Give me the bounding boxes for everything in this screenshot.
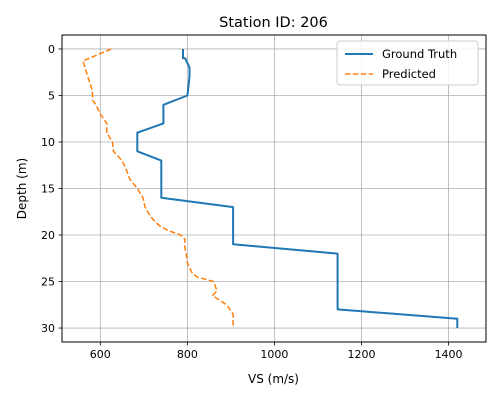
x-tick-label: 600 bbox=[90, 348, 111, 361]
grid bbox=[62, 35, 486, 342]
x-tick-label: 1000 bbox=[260, 348, 288, 361]
y-tick-label: 0 bbox=[48, 43, 55, 56]
y-tick-label: 30 bbox=[41, 322, 55, 335]
y-tick-label: 10 bbox=[41, 136, 55, 149]
x-tick-label: 1200 bbox=[347, 348, 375, 361]
x-axis-label: VS (m/s) bbox=[248, 372, 299, 386]
y-axis-label: Depth (m) bbox=[15, 158, 29, 219]
legend-label: Predicted bbox=[382, 67, 436, 81]
y-tick-label: 5 bbox=[48, 89, 55, 102]
x-tick-label: 1400 bbox=[435, 348, 463, 361]
x-axis-ticks: 600 800 1000 1200 1400 bbox=[90, 342, 463, 361]
y-tick-label: 15 bbox=[41, 183, 55, 196]
legend: Ground Truth Predicted bbox=[336, 40, 479, 86]
x-tick-label: 800 bbox=[177, 348, 198, 361]
chart-title: Station ID: 206 bbox=[219, 15, 328, 31]
y-axis-ticks: 0 5 10 15 20 25 30 bbox=[41, 43, 62, 335]
series-layer bbox=[82, 48, 459, 328]
legend-label: Ground Truth bbox=[382, 47, 457, 61]
y-tick-label: 25 bbox=[41, 276, 55, 289]
y-tick-label: 20 bbox=[41, 229, 55, 242]
series-line-ground-truth bbox=[136, 49, 459, 328]
